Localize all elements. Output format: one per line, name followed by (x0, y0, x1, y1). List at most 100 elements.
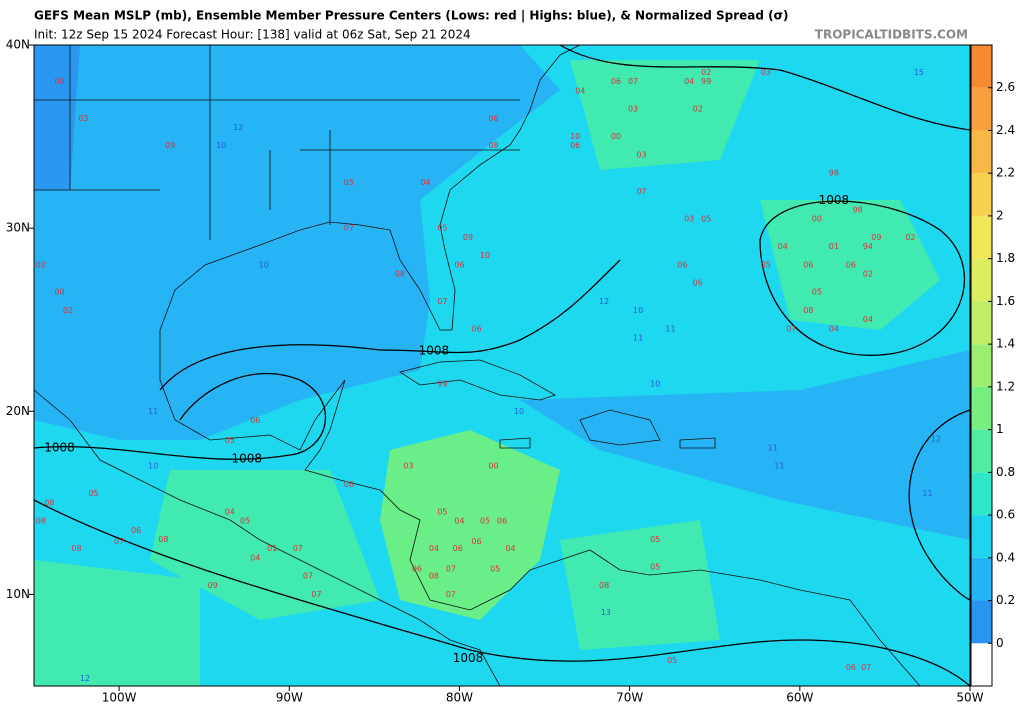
low-center: 98 (853, 205, 863, 214)
low-center: 03 (78, 114, 88, 123)
colorbar-band (971, 600, 992, 644)
isobar (33, 372, 327, 460)
spread-high (34, 560, 200, 686)
spread-high (760, 200, 940, 330)
spread-low (34, 45, 80, 190)
colorbar-tick-label: 0 (996, 636, 1004, 650)
colorbar-tick-label: 0.2 (996, 593, 1015, 607)
colorbar-tick-label: 2 (996, 208, 1004, 222)
low-center: 08 (44, 498, 54, 507)
colorbar-tick-label: 2.4 (996, 123, 1015, 137)
low-center: 04 (778, 242, 788, 251)
colorbar-band (971, 643, 992, 686)
high-center: 12 (233, 123, 243, 132)
map-frame (33, 44, 971, 687)
y-tick-label: 40N (6, 38, 30, 52)
high-center: 11 (767, 443, 777, 452)
low-center: 10 (480, 251, 490, 260)
y-tick-label: 10N (6, 587, 30, 601)
colorbar-tick-label: 2.6 (996, 80, 1015, 94)
low-center: 05 (437, 508, 447, 517)
low-center: 08 (803, 306, 813, 315)
low-center: 04 (575, 86, 585, 95)
low-center: 98 (829, 169, 839, 178)
low-center: 05 (761, 260, 771, 269)
isobar (559, 44, 971, 131)
colorbar-tick-label: 0.4 (996, 550, 1015, 564)
low-center: 99 (701, 77, 711, 86)
low-center: 09 (871, 233, 881, 242)
x-tick-label: 60W (786, 691, 813, 705)
low-center: 07 (344, 224, 354, 233)
low-center: 08 (36, 517, 46, 526)
colorbar-band (971, 258, 992, 302)
colorbar-tick-label: 0.6 (996, 508, 1015, 522)
isobar-label: 1008 (453, 651, 484, 665)
low-center: 06 (471, 324, 481, 333)
colorbar-band (971, 344, 992, 387)
low-center: 02 (905, 233, 915, 242)
low-center: 05 (650, 535, 660, 544)
low-center: 04 (429, 544, 439, 553)
low-center: 05 (667, 656, 677, 665)
low-center: 05 (437, 224, 447, 233)
low-center: 04 (829, 324, 839, 333)
spread-high (570, 60, 760, 170)
low-center: 06 (131, 526, 141, 535)
low-center: 05 (490, 564, 500, 573)
low-center: 06 (846, 663, 856, 672)
low-center: 05 (225, 436, 235, 445)
low-center: 02 (863, 269, 873, 278)
low-center: 02 (36, 260, 46, 269)
coastline (159, 44, 581, 331)
isobar-label: 1008 (231, 451, 262, 465)
high-center: 11 (665, 324, 675, 333)
colorbar-band (971, 45, 992, 88)
low-center: 06 (611, 77, 621, 86)
low-center: 09 (165, 141, 175, 150)
high-center: 10 (148, 462, 158, 471)
colorbar-band (971, 472, 992, 516)
low-center: 05 (240, 517, 250, 526)
high-center: 15 (914, 68, 924, 77)
low-center: 09 (208, 581, 218, 590)
low-center: 07 (437, 297, 447, 306)
colorbar-band (971, 515, 992, 558)
spread-high (560, 520, 720, 650)
low-center: 03 (636, 150, 646, 159)
low-center: 07 (786, 324, 796, 333)
isobar (908, 409, 971, 601)
y-tick-label: 20N (6, 404, 30, 418)
title: GEFS Mean MSLP (mb), Ensemble Member Pre… (34, 9, 788, 23)
low-center: 07 (293, 544, 303, 553)
low-center: 04 (863, 315, 873, 324)
low-center: 03 (628, 105, 638, 114)
colorbar-tick-label: 1.4 (996, 337, 1015, 351)
colorbar-tick-label: 1 (996, 422, 1004, 436)
low-center: 08 (395, 269, 405, 278)
high-center: 11 (633, 334, 643, 343)
x-tick-label: 80W (446, 691, 473, 705)
low-center: 08 (429, 572, 439, 581)
low-center: 01 (829, 242, 839, 251)
colorbar-tick-label: 1.2 (996, 379, 1015, 393)
colorbar-tick-label: 2.2 (996, 166, 1015, 180)
colorbar-band (971, 215, 992, 259)
low-center: 03 (684, 214, 694, 223)
low-center: 09 (463, 233, 473, 242)
high-center: 12 (931, 434, 941, 443)
colorbar-band (971, 557, 992, 601)
low-center: 08 (71, 544, 81, 553)
low-center: 02 (693, 105, 703, 114)
low-center: 07 (114, 537, 124, 546)
x-tick-label: 90W (276, 691, 303, 705)
low-center: 06 (344, 480, 354, 489)
low-center: 05 (344, 178, 354, 187)
spread-high (380, 430, 560, 620)
low-center: 07 (636, 187, 646, 196)
x-tick-label: 70W (616, 691, 643, 705)
high-center: 10 (216, 141, 226, 150)
high-center: 10 (633, 306, 643, 315)
spread-low (520, 350, 970, 540)
low-center: 06 (471, 537, 481, 546)
